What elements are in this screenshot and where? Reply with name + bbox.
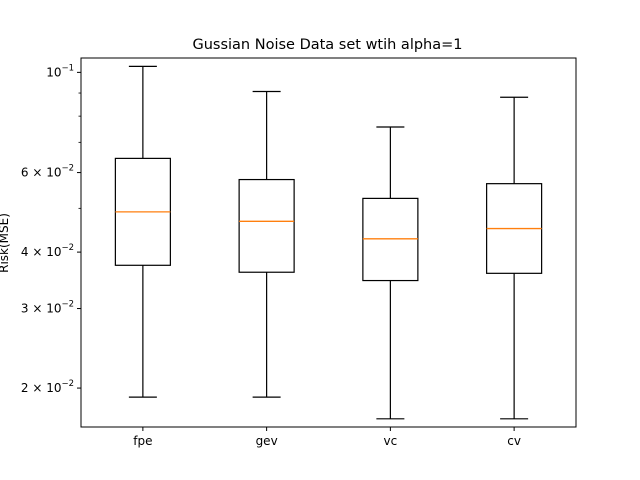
chart-title: Gussian Noise Data set wtih alpha=1 [192, 37, 462, 53]
plot-frame [80, 57, 577, 428]
y-tick-label: 2 × 10−2 [21, 379, 74, 395]
x-tick-label: vc [384, 434, 398, 448]
y-tick-label: 4 × 10−2 [21, 243, 74, 259]
y-tick-label: 3 × 10−2 [21, 300, 74, 316]
plot-area: fpe gev vc cv 2 × 10−2 3 × 10−2 4 × 10−2 6 × 10… [21, 63, 543, 448]
x-tick-label: fpe [133, 434, 152, 448]
y-tick-label: 10−1 [46, 63, 74, 79]
box-cv [486, 96, 543, 420]
box-fpe [114, 65, 171, 398]
x-tick-label: cv [507, 434, 521, 448]
x-tick-label: gev [256, 434, 278, 448]
y-tick-label: 6 × 10−2 [21, 164, 74, 180]
y-axis-label: Risk(MSE) [0, 213, 11, 273]
iqr-box [238, 178, 295, 273]
box-vc [362, 126, 419, 420]
box-gev [238, 90, 295, 398]
